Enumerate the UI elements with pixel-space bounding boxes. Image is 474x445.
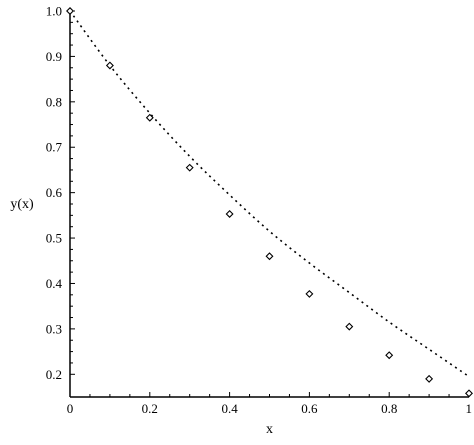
- x-tick-label: 0.8: [381, 401, 397, 416]
- x-axis-ticks: 0 0.2 0.4 0.6 0.8 1: [67, 392, 472, 416]
- y-axis-label: y(x): [10, 197, 34, 212]
- data-point: [185, 163, 194, 172]
- data-point: [385, 351, 394, 360]
- data-point: [145, 113, 154, 122]
- data-point: [66, 7, 74, 15]
- x-axis-label: x: [266, 422, 273, 437]
- y-tick-label: 0.4: [46, 276, 63, 291]
- y-tick-label: 0.8: [46, 94, 62, 109]
- y-axis-ticks: 0.2 0.3 0.4 0.5 0.6 0.7 0.8 0.9 1.0: [46, 4, 75, 382]
- x-tick-label: 1: [466, 401, 473, 416]
- y-tick-label: 0.3: [46, 321, 62, 336]
- y-tick-label: 0.7: [46, 140, 63, 155]
- x-tick-label: 0: [67, 401, 74, 416]
- y-tick-label: 0.2: [46, 367, 62, 382]
- x-tick-label: 0.6: [301, 401, 318, 416]
- y-tick-label: 0.5: [46, 231, 62, 246]
- data-point: [265, 252, 274, 261]
- y-tick-label: 1.0: [46, 4, 62, 19]
- x-tick-label: 0.2: [142, 401, 158, 416]
- data-point: [105, 61, 114, 70]
- series-markers: [66, 7, 473, 398]
- y-tick-label: 0.9: [46, 49, 62, 64]
- data-point: [465, 389, 473, 398]
- y-tick-label: 0.6: [46, 185, 63, 200]
- x-tick-label: 0.4: [221, 401, 238, 416]
- data-point: [345, 322, 354, 331]
- data-point: [225, 210, 234, 218]
- data-point: [425, 374, 434, 383]
- series-line: [69, 10, 470, 378]
- data-point: [305, 289, 314, 298]
